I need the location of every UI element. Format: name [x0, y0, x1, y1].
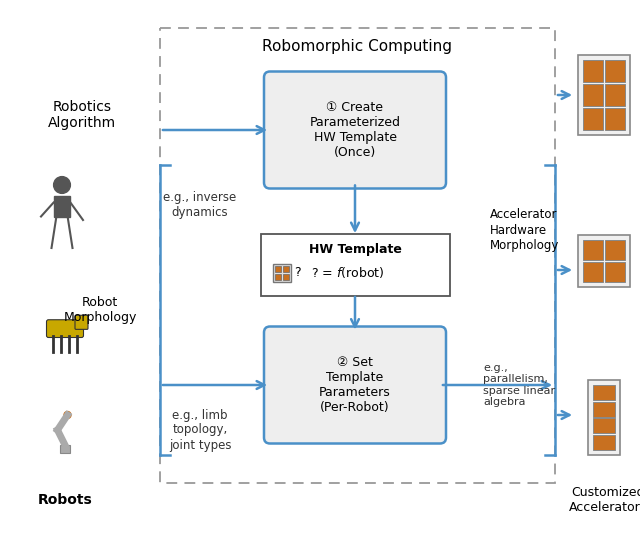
FancyBboxPatch shape — [264, 72, 446, 189]
FancyBboxPatch shape — [273, 264, 291, 282]
FancyBboxPatch shape — [583, 108, 603, 130]
Text: ? = $f$(robot): ? = $f$(robot) — [311, 266, 384, 280]
Text: Robot
Morphology: Robot Morphology — [63, 296, 137, 324]
FancyBboxPatch shape — [60, 445, 70, 453]
Text: HW Template: HW Template — [308, 244, 401, 256]
FancyBboxPatch shape — [583, 240, 603, 260]
FancyBboxPatch shape — [593, 419, 615, 433]
FancyBboxPatch shape — [264, 327, 446, 443]
Text: Customized
Accelerators: Customized Accelerators — [569, 486, 640, 514]
Text: Robots: Robots — [38, 493, 92, 507]
FancyBboxPatch shape — [578, 55, 630, 135]
Text: Accelerator
Hardware
Morphology: Accelerator Hardware Morphology — [490, 208, 559, 251]
FancyBboxPatch shape — [578, 235, 630, 287]
Text: ?: ? — [294, 267, 301, 279]
Circle shape — [54, 177, 70, 194]
Text: Robotics
Algorithm: Robotics Algorithm — [48, 100, 116, 130]
FancyBboxPatch shape — [260, 234, 449, 296]
Text: Robomorphic Computing: Robomorphic Computing — [262, 39, 452, 53]
FancyBboxPatch shape — [282, 274, 289, 280]
FancyBboxPatch shape — [593, 402, 615, 417]
FancyBboxPatch shape — [605, 240, 625, 260]
Text: ① Create
Parameterized
HW Template
(Once): ① Create Parameterized HW Template (Once… — [310, 101, 401, 159]
FancyBboxPatch shape — [54, 195, 70, 217]
FancyBboxPatch shape — [593, 435, 615, 450]
Text: e.g., limb
topology,
joint types: e.g., limb topology, joint types — [169, 409, 231, 452]
FancyBboxPatch shape — [275, 266, 280, 272]
FancyBboxPatch shape — [605, 108, 625, 130]
FancyBboxPatch shape — [75, 315, 88, 329]
FancyBboxPatch shape — [593, 385, 615, 400]
Text: e.g., inverse
dynamics: e.g., inverse dynamics — [163, 191, 237, 219]
FancyBboxPatch shape — [583, 262, 603, 282]
FancyBboxPatch shape — [605, 60, 625, 82]
FancyBboxPatch shape — [588, 380, 620, 455]
Text: ② Set
Template
Parameters
(Per-Robot): ② Set Template Parameters (Per-Robot) — [319, 356, 391, 414]
Circle shape — [64, 411, 71, 419]
FancyBboxPatch shape — [605, 84, 625, 106]
FancyBboxPatch shape — [275, 274, 280, 280]
FancyBboxPatch shape — [583, 84, 603, 106]
FancyBboxPatch shape — [583, 60, 603, 82]
FancyBboxPatch shape — [605, 262, 625, 282]
Text: e.g.,
parallelism,
sparse linear
algebra: e.g., parallelism, sparse linear algebra — [483, 362, 555, 408]
FancyBboxPatch shape — [282, 266, 289, 272]
FancyBboxPatch shape — [47, 320, 83, 338]
